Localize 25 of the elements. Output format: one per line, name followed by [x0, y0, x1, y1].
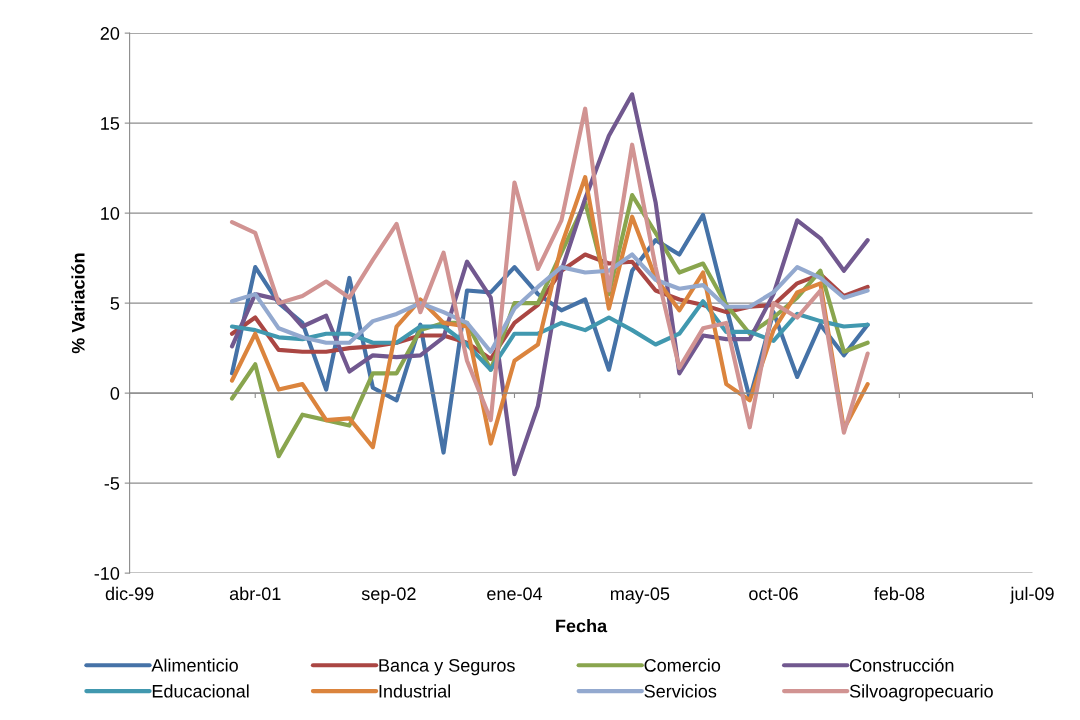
x-tick-label: may-05: [610, 587, 670, 604]
y-tick-label: 0: [110, 387, 120, 400]
legend-label: Comercio: [644, 658, 721, 672]
x-tick-label: ene-04: [487, 587, 543, 601]
x-tick-label: feb-08: [874, 586, 925, 601]
legend-label: Servicios: [644, 684, 717, 698]
x-tick-label: abr-01: [229, 586, 281, 601]
legend-label: Alimenticio: [151, 658, 238, 672]
x-axis-title: Fecha: [556, 619, 608, 633]
y-axis-title: % Variación: [71, 253, 85, 354]
y-tick-label: 5: [110, 297, 120, 310]
legend-label: Banca y Seguros: [379, 658, 515, 676]
y-tick-label: 20: [100, 27, 120, 40]
x-tick-label: dic-99: [105, 586, 154, 601]
y-tick-label: 15: [101, 117, 120, 130]
x-tick-label: oct-06: [749, 587, 798, 601]
y-tick-label: -10: [94, 567, 120, 580]
x-tick-label: sep-02: [361, 587, 416, 604]
legend-label: Silvoagropecuario: [849, 684, 993, 702]
legend-label: Industrial: [379, 684, 450, 698]
legend-label: Educacional: [152, 684, 249, 698]
y-tick-label: 10: [101, 207, 120, 220]
y-tick-label: -5: [104, 477, 120, 490]
legend-label: Construcción: [850, 658, 954, 672]
x-tick-label: jul-09: [1009, 586, 1054, 604]
